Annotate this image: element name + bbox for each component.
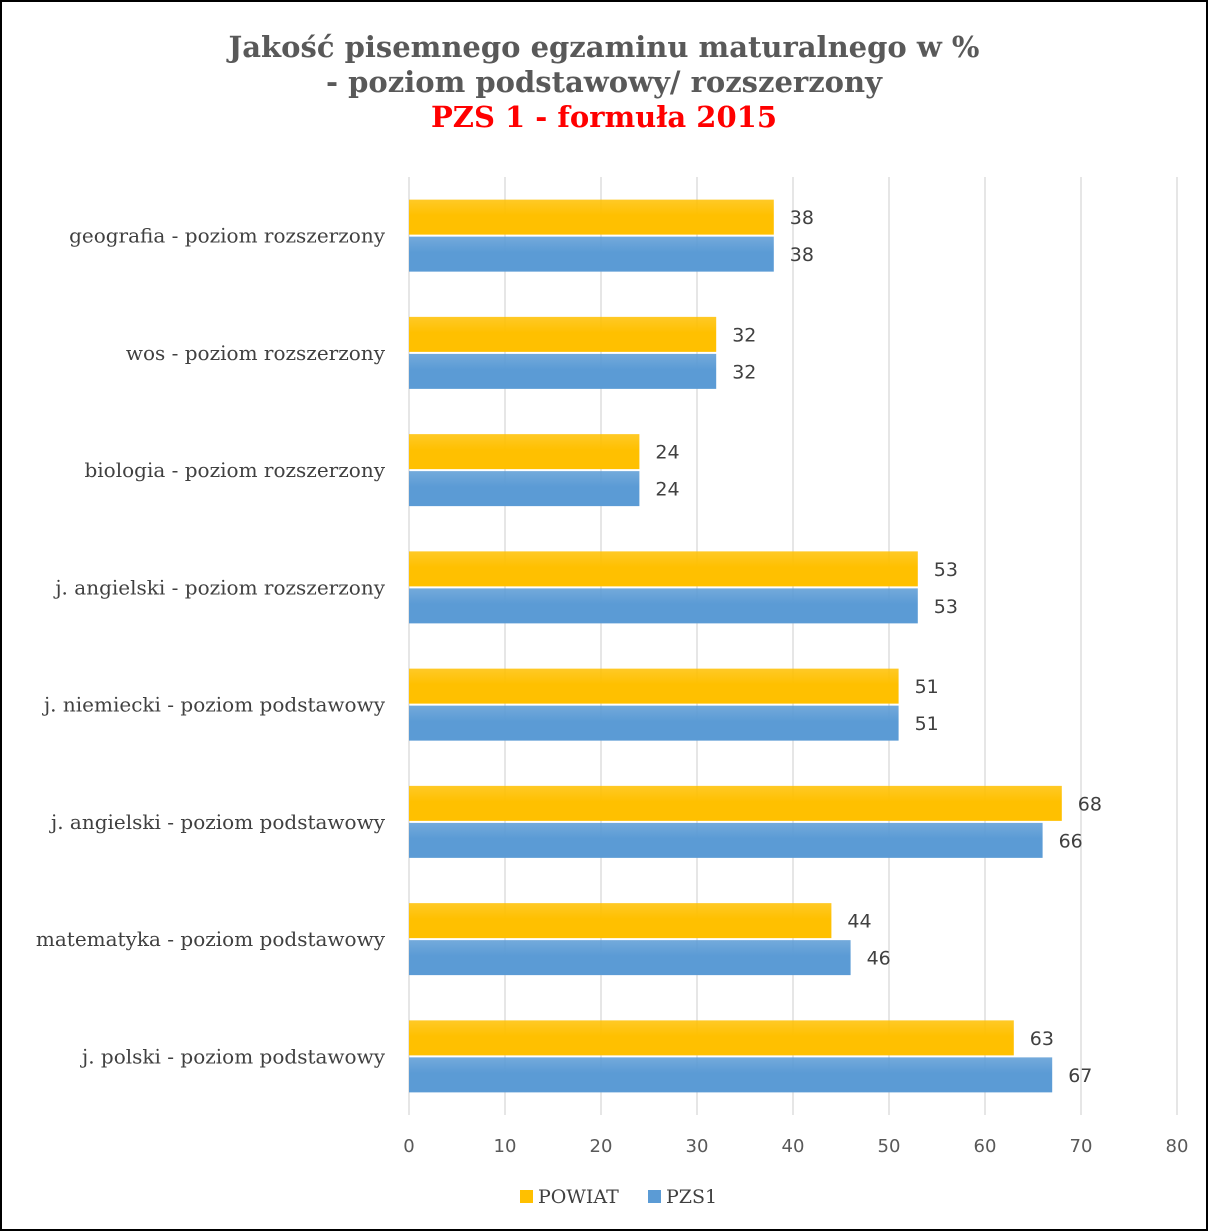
x-tick-label: 20: [590, 1136, 613, 1157]
value-label: 53: [934, 596, 958, 618]
value-labels: 38 38 32 32 24 24 53 53 51 51 68 66 44 46 63 67: [655, 207, 1102, 1087]
bar-pzs1-0: [409, 236, 774, 272]
chart-title: Jakość pisemnego egzaminu maturalnego w …: [0, 30, 1208, 135]
value-label: 38: [790, 207, 814, 229]
value-label: 66: [1059, 830, 1083, 852]
category-labels: geografia - poziom rozszerzony wos - pozi…: [36, 224, 386, 1069]
x-tick-label: 30: [686, 1136, 709, 1157]
bar-powiat-3: [409, 551, 918, 587]
value-label: 24: [655, 479, 679, 501]
legend-label-powiat: POWIAT: [538, 1186, 619, 1208]
category-label: j. niemiecki - poziom podstawowy: [42, 693, 386, 717]
value-label: 24: [655, 442, 679, 464]
value-label: 38: [790, 244, 814, 266]
bar-pzs1-7: [409, 1057, 1053, 1093]
legend: POWIAT PZS1: [520, 1186, 717, 1208]
x-tick-label: 60: [974, 1136, 997, 1157]
x-axis-tick-labels: 0 10 20 30 40 50 60 70 80: [403, 1136, 1188, 1157]
x-tick-label: 0: [403, 1136, 414, 1157]
category-label: j. polski - poziom podstawowy: [80, 1044, 386, 1068]
bar-pzs1-6: [409, 940, 851, 976]
chart-title-line-3: PZS 1 - formuła 2015: [430, 100, 778, 134]
category-label: matematyka - poziom podstawowy: [36, 927, 386, 951]
x-tick-label: 10: [494, 1136, 517, 1157]
bar-powiat-0: [409, 199, 774, 235]
value-label: 51: [915, 676, 939, 698]
category-label: j. angielski - poziom podstawowy: [49, 810, 386, 834]
value-label: 63: [1030, 1028, 1054, 1050]
x-tick-label: 70: [1070, 1136, 1093, 1157]
value-label: 68: [1078, 793, 1102, 815]
value-label: 46: [867, 948, 891, 970]
value-label: 51: [915, 713, 939, 735]
category-label: geografia - poziom rozszerzony: [69, 224, 386, 248]
bar-pzs1-1: [409, 353, 717, 389]
bars: [409, 199, 1062, 1093]
value-label: 53: [934, 559, 958, 581]
bar-pzs1-5: [409, 822, 1043, 858]
category-label: j. angielski - poziom rozszerzony: [53, 575, 385, 599]
x-tick-label: 80: [1166, 1136, 1189, 1157]
chart-title-line-1: Jakość pisemnego egzaminu maturalnego w …: [228, 30, 980, 64]
bar-pzs1-4: [409, 705, 899, 741]
value-label: 67: [1068, 1065, 1092, 1087]
chart-title-line-2: - poziom podstawowy/ rozszerzony: [326, 65, 882, 99]
bar-pzs1-3: [409, 588, 918, 624]
category-label: wos - poziom rozszerzony: [126, 341, 386, 365]
x-tick-label: 50: [878, 1136, 901, 1157]
bar-powiat-4: [409, 668, 899, 704]
bar-powiat-1: [409, 316, 717, 352]
value-label: 32: [732, 361, 756, 383]
value-label: 32: [732, 324, 756, 346]
value-label: 44: [847, 911, 871, 933]
legend-swatch-pzs1: [648, 1190, 661, 1203]
bar-pzs1-2: [409, 471, 640, 507]
bar-powiat-7: [409, 1020, 1014, 1056]
bar-powiat-2: [409, 434, 640, 470]
legend-swatch-powiat: [520, 1190, 533, 1203]
category-label: biologia - poziom rozszerzony: [84, 458, 385, 482]
legend-label-pzs1: PZS1: [666, 1186, 717, 1208]
bar-powiat-5: [409, 785, 1062, 821]
bar-powiat-6: [409, 903, 832, 939]
x-tick-label: 40: [782, 1136, 805, 1157]
